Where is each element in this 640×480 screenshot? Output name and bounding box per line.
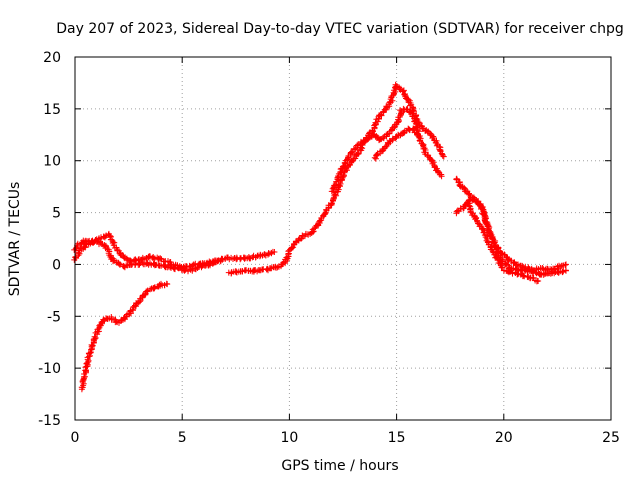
data-point [268, 250, 275, 257]
data-point [439, 152, 446, 159]
data-point [95, 326, 102, 332]
data-point [119, 252, 126, 258]
series-track-i [464, 199, 542, 285]
x-tick-label: 5 [178, 430, 187, 446]
data-point [480, 211, 487, 218]
data-point [559, 269, 566, 275]
data-point [484, 220, 491, 227]
data-point [479, 205, 486, 212]
data-point [509, 270, 516, 277]
data-point [357, 140, 364, 147]
data-point [466, 191, 473, 198]
data-point [343, 167, 350, 174]
axis-ticks: 0 5 10 15 20 25 -15 -10 -5 0 5 10 15 20 [38, 50, 620, 446]
data-point [333, 192, 340, 199]
data-point [563, 267, 569, 274]
data-point [157, 255, 164, 262]
series-track-b [71, 237, 224, 275]
data-point [217, 258, 224, 265]
y-tick-label: -15 [38, 413, 61, 429]
data-point [330, 196, 337, 203]
data-point [167, 263, 174, 270]
y-axis-label: SDTVAR / TECUs [7, 182, 23, 297]
data-points [71, 81, 569, 393]
series-track-h [453, 196, 569, 274]
x-tick-label: 10 [280, 430, 298, 446]
data-point [81, 373, 88, 380]
data-point [117, 261, 124, 268]
data-point [466, 202, 473, 209]
series-track-f [371, 125, 421, 162]
data-point [337, 169, 344, 176]
data-point [151, 284, 158, 291]
series-track-c [78, 280, 171, 393]
y-tick-label: 10 [43, 154, 61, 170]
data-point [438, 173, 445, 180]
data-point [498, 250, 504, 256]
data-point [378, 112, 385, 119]
data-point [141, 291, 148, 298]
data-point [164, 281, 171, 288]
x-tick-label: 25 [602, 430, 620, 446]
y-tick-label: -5 [47, 309, 61, 325]
data-point [415, 131, 421, 138]
x-tick-label: 0 [71, 430, 80, 446]
data-point [106, 232, 113, 239]
data-point [121, 254, 128, 261]
data-point [440, 153, 447, 160]
series-track-a [71, 230, 278, 271]
y-tick-label: 5 [52, 206, 61, 222]
grid-lines [75, 57, 611, 420]
data-point [352, 145, 359, 152]
data-point [256, 253, 263, 260]
data-point [299, 232, 306, 239]
data-point [144, 288, 151, 295]
data-point [433, 140, 440, 146]
data-point [87, 350, 94, 356]
data-point [120, 263, 127, 270]
data-point [521, 273, 528, 280]
series-track-e [328, 105, 445, 195]
x-axis-label: GPS time / hours [281, 458, 398, 474]
y-tick-label: 15 [43, 102, 61, 118]
data-point [92, 335, 99, 341]
data-point [271, 249, 278, 255]
y-tick-label: 0 [52, 257, 61, 273]
x-tick-label: 20 [495, 430, 513, 446]
plot-frame [74, 56, 612, 421]
data-point [562, 262, 569, 268]
x-tick-label: 15 [388, 430, 406, 446]
y-tick-label: 20 [43, 50, 61, 66]
data-point [85, 357, 92, 364]
data-point [100, 316, 107, 323]
data-point [461, 185, 468, 192]
data-point [241, 254, 248, 261]
data-point [557, 263, 564, 270]
data-point [485, 238, 491, 245]
chart-title: Day 207 of 2023, Sidereal Day-to-day VTE… [56, 21, 624, 37]
data-point [355, 150, 362, 157]
data-point [520, 272, 527, 279]
y-tick-label: -10 [38, 361, 61, 377]
data-point [290, 244, 297, 251]
data-point [535, 278, 542, 284]
data-point [365, 135, 372, 142]
data-point [386, 137, 393, 144]
data-point [354, 142, 361, 149]
data-point [563, 261, 569, 268]
